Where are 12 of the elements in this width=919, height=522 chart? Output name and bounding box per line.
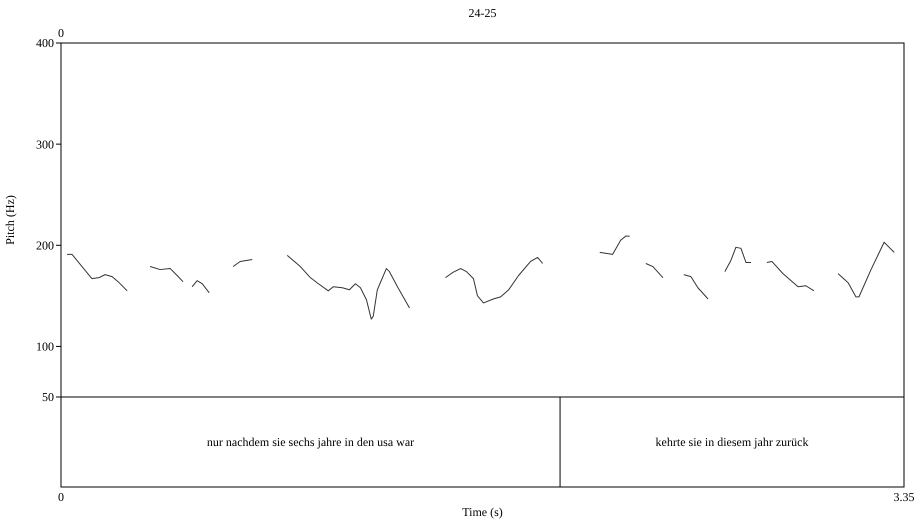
y-tick-label: 300	[36, 137, 54, 152]
chart-title: 24-25	[468, 6, 496, 20]
y-tick-label: 100	[36, 340, 54, 354]
text: nur nachdem sie sechs jahre in den usa war	[206, 435, 414, 450]
y-tick-label: 200	[36, 238, 54, 252]
y-axis-title: Pitch (Hz)	[3, 195, 17, 245]
text: 0	[58, 26, 64, 40]
y-tick-label: 400	[36, 36, 54, 50]
x-tick-label: 3.35	[894, 490, 914, 504]
text: kehrte sie in diesem jahr zurück	[656, 435, 809, 450]
x-axis-title: Time (s)	[462, 505, 503, 519]
y-tick-label: 50	[42, 390, 54, 404]
